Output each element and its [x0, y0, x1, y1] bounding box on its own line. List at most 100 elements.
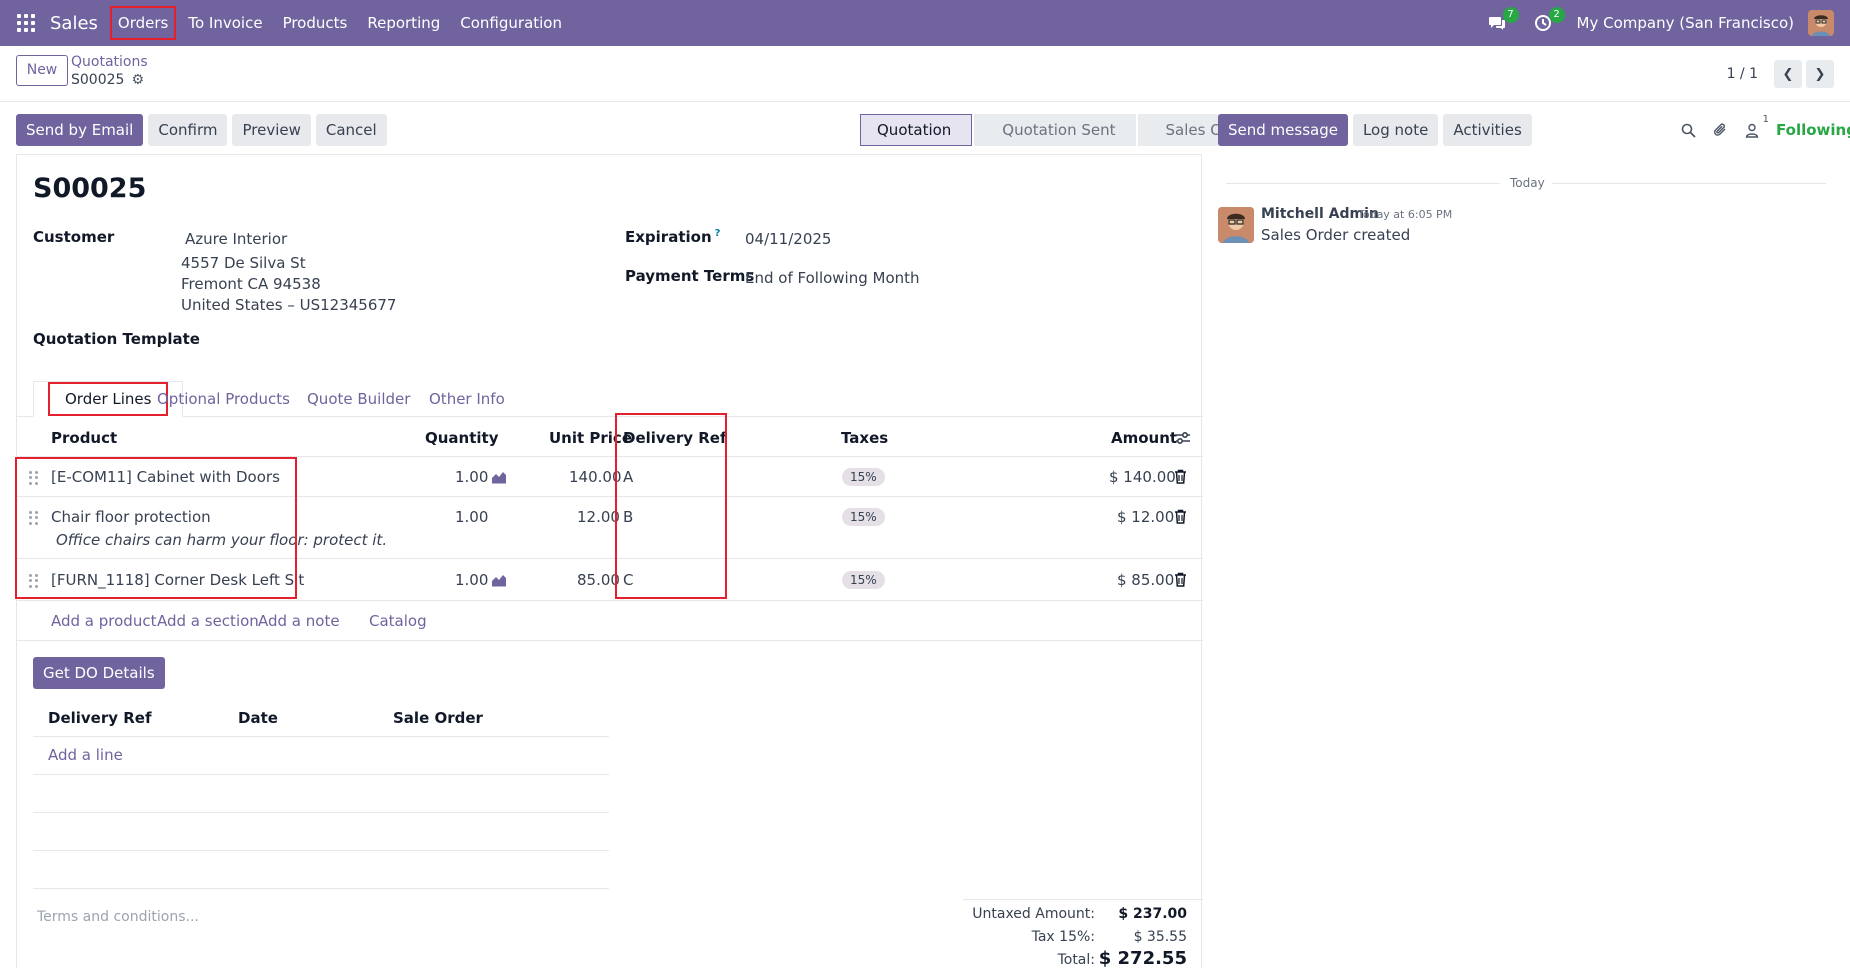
line-unit-price[interactable]: 12.00: [577, 508, 620, 526]
drag-handle-icon[interactable]: [29, 574, 39, 588]
send-message-button[interactable]: Send message: [1218, 114, 1348, 146]
message-author-avatar[interactable]: [1218, 207, 1254, 243]
totals-summary: Untaxed Amount: $ 237.00 Tax 15%: $ 35.5…: [963, 899, 1203, 968]
apps-menu-icon[interactable]: [16, 13, 36, 33]
activities-clock-icon[interactable]: 2: [1531, 7, 1565, 35]
tab-other-info[interactable]: Other Info: [429, 390, 505, 408]
breadcrumb-quotations[interactable]: Quotations: [71, 54, 148, 70]
cancel-button[interactable]: Cancel: [315, 114, 387, 146]
untaxed-amount-label: Untaxed Amount:: [972, 906, 1095, 922]
col-taxes[interactable]: Taxes: [841, 429, 889, 447]
search-icon[interactable]: [1676, 118, 1700, 142]
optional-columns-icon[interactable]: [1175, 431, 1191, 445]
line-delivery-ref[interactable]: A: [623, 468, 634, 486]
get-do-details-button[interactable]: Get DO Details: [33, 657, 165, 689]
customer-address-line1: 4557 De Silva St: [181, 254, 306, 272]
col-product[interactable]: Product: [51, 429, 118, 447]
do-col-delivery-ref[interactable]: Delivery Ref: [48, 709, 152, 727]
menu-products[interactable]: Products: [282, 14, 348, 32]
expiration-field[interactable]: 04/11/2025: [745, 230, 832, 248]
pager-previous-icon[interactable]: ❮: [1774, 60, 1802, 88]
activities-button[interactable]: Activities: [1443, 114, 1532, 146]
pager-next-icon[interactable]: ❯: [1806, 60, 1834, 88]
add-note-link[interactable]: Add a note: [258, 612, 340, 630]
menu-orders[interactable]: Orders: [109, 6, 177, 40]
stage-quotation-sent[interactable]: Quotation Sent: [974, 114, 1136, 146]
drag-handle-icon[interactable]: [29, 471, 39, 485]
add-product-link[interactable]: Add a product: [51, 612, 157, 630]
new-button[interactable]: New: [16, 55, 68, 86]
terms-and-conditions-field[interactable]: Terms and conditions...: [37, 909, 199, 925]
do-add-line-link[interactable]: Add a line: [48, 746, 123, 764]
line-quantity[interactable]: 1.00: [455, 571, 489, 589]
menu-configuration[interactable]: Configuration: [460, 14, 562, 32]
tab-quote-builder[interactable]: Quote Builder: [307, 390, 411, 408]
line-quantity[interactable]: 1.00: [455, 508, 489, 526]
menu-to-invoice[interactable]: To Invoice: [188, 14, 263, 32]
catalog-link[interactable]: Catalog: [369, 612, 427, 630]
col-amount[interactable]: Amount: [1111, 429, 1178, 447]
line-product[interactable]: Chair floor protection: [51, 508, 211, 526]
line-unit-price[interactable]: 140.00: [569, 468, 622, 486]
gear-icon[interactable]: ⚙: [131, 72, 144, 88]
line-tax-badge[interactable]: 15%: [842, 571, 885, 589]
order-lines-header: Product Quantity Unit Price Delivery Ref…: [17, 417, 1203, 457]
table-row[interactable]: [FURN_1118] Corner Desk Left Sit 1.00 85…: [17, 559, 1203, 601]
message-body: Sales Order created: [1261, 226, 1411, 244]
drag-handle-icon[interactable]: [29, 511, 39, 525]
line-tax-badge[interactable]: 15%: [842, 468, 885, 486]
col-delivery-ref[interactable]: Delivery Ref: [623, 429, 727, 447]
menu-reporting[interactable]: Reporting: [367, 14, 441, 32]
paperclip-icon[interactable]: [1708, 118, 1732, 142]
total-value: $ 272.55: [1098, 948, 1187, 968]
expiration-help-icon[interactable]: ?: [714, 228, 721, 239]
preview-button[interactable]: Preview: [232, 114, 311, 146]
messages-icon[interactable]: 7: [1485, 7, 1519, 35]
confirm-button[interactable]: Confirm: [148, 114, 228, 146]
tab-optional-products[interactable]: Optional Products: [157, 390, 290, 408]
line-tax-badge[interactable]: 15%: [842, 508, 885, 526]
line-amount: $ 140.00: [1109, 468, 1176, 486]
line-quantity[interactable]: 1.00: [455, 468, 489, 486]
message-author[interactable]: Mitchell Admin: [1261, 206, 1379, 222]
line-product[interactable]: [E-COM11] Cabinet with Doors: [51, 468, 280, 486]
customer-field[interactable]: Azure Interior: [185, 230, 288, 248]
table-row[interactable]: Chair floor protection Office chairs can…: [17, 497, 1203, 559]
trash-icon[interactable]: [1174, 469, 1187, 484]
stage-quotation[interactable]: Quotation: [860, 114, 973, 146]
log-note-button[interactable]: Log note: [1352, 114, 1439, 146]
order-lines-add-links: Add a product Add a section Add a note C…: [17, 601, 1203, 641]
col-unit-price[interactable]: Unit Price: [549, 429, 632, 447]
following-button[interactable]: Following: [1776, 121, 1850, 139]
separator-line-left: [1226, 183, 1500, 184]
forecast-chart-icon[interactable]: [491, 573, 507, 587]
add-section-link[interactable]: Add a section: [157, 612, 259, 630]
do-empty-row: [33, 813, 609, 851]
line-delivery-ref[interactable]: C: [623, 571, 634, 589]
app-brand[interactable]: Sales: [50, 12, 98, 34]
line-delivery-ref[interactable]: B: [623, 508, 634, 526]
col-quantity[interactable]: Quantity: [425, 429, 499, 447]
do-col-date[interactable]: Date: [238, 709, 278, 727]
company-switcher[interactable]: My Company (San Francisco): [1576, 14, 1794, 32]
date-separator: Today: [1226, 176, 1826, 190]
trash-icon[interactable]: [1174, 572, 1187, 587]
forecast-chart-icon[interactable]: [491, 470, 507, 484]
tab-order-lines[interactable]: Order Lines: [33, 381, 184, 417]
untaxed-amount-line: Untaxed Amount: $ 237.00: [963, 902, 1203, 925]
send-by-email-button[interactable]: Send by Email: [16, 114, 144, 146]
line-description[interactable]: Office chairs can harm your floor: prote…: [56, 531, 388, 549]
total-line: Total: $ 272.55: [963, 948, 1203, 968]
line-product[interactable]: [FURN_1118] Corner Desk Left Sit: [51, 571, 305, 589]
do-col-sale-order[interactable]: Sale Order: [393, 709, 483, 727]
user-avatar[interactable]: [1808, 10, 1834, 36]
payment-terms-field[interactable]: End of Following Month: [745, 269, 920, 287]
pager-value[interactable]: 1 / 1: [1726, 66, 1758, 82]
date-separator-label: Today: [1510, 176, 1545, 190]
followers-icon[interactable]: 1: [1740, 114, 1769, 142]
customer-address-line2: Fremont CA 94538: [181, 275, 321, 293]
table-row[interactable]: [E-COM11] Cabinet with Doors 1.00 140.00…: [17, 457, 1203, 497]
trash-icon[interactable]: [1174, 509, 1187, 524]
line-unit-price[interactable]: 85.00: [577, 571, 620, 589]
breadcrumb-current-label: S00025: [71, 72, 125, 88]
